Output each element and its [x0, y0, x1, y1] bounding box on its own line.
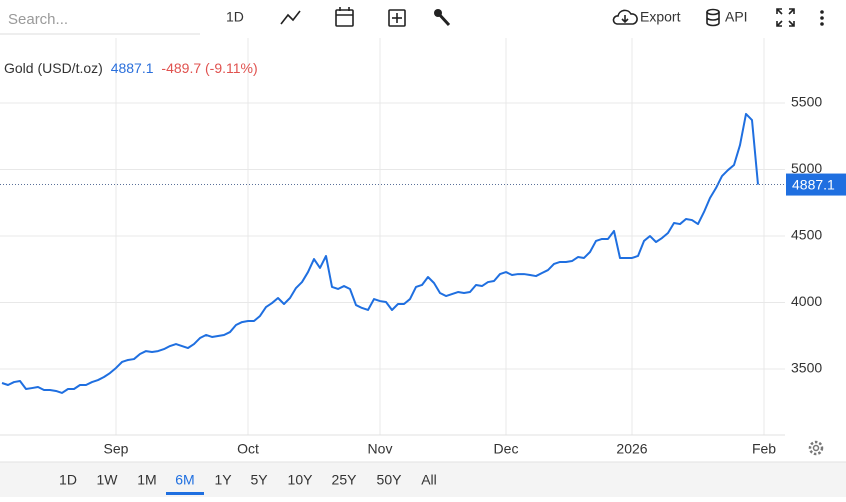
y-tick-label: 5000	[791, 160, 822, 176]
interval-button[interactable]: 1D	[226, 9, 244, 25]
x-tick-label: Nov	[368, 441, 393, 457]
last-value-tag	[786, 173, 846, 196]
export-button[interactable]: Export	[640, 9, 681, 25]
line-type-icon[interactable]	[280, 10, 301, 25]
x-tick-label: Oct	[237, 441, 259, 457]
range-button[interactable]: 1Y	[214, 472, 232, 488]
last-value: 4887.1	[111, 60, 154, 76]
range-selected-underline	[166, 492, 204, 495]
export-icon[interactable]	[612, 9, 638, 25]
settings-gear[interactable]	[808, 440, 824, 456]
api-icon[interactable]	[706, 8, 720, 27]
price-line	[1, 112, 759, 394]
range-button[interactable]: 1M	[137, 472, 156, 488]
y-tick-label: 3500	[791, 360, 822, 376]
menu-icon[interactable]	[820, 10, 824, 26]
range-button[interactable]: 1D	[59, 472, 77, 488]
x-tick-label: 2026	[616, 441, 647, 457]
y-tick-label: 4000	[791, 293, 822, 309]
fullscreen-icon[interactable]	[776, 8, 795, 27]
range-bar	[0, 462, 846, 497]
change: -489.7 (-9.11%)	[161, 60, 257, 76]
last-value-tag-label: 4887.1	[792, 176, 835, 192]
range-button[interactable]: 50Y	[377, 472, 403, 488]
chart-title: Gold (USD/t.oz)	[4, 60, 103, 76]
range-button[interactable]: 5Y	[250, 472, 268, 488]
x-tick-label: Dec	[494, 441, 519, 457]
chart-title-row: Gold (USD/t.oz) 4887.1 -489.7 (-9.11%)	[4, 60, 258, 76]
range-button[interactable]: 25Y	[332, 472, 358, 488]
range-button[interactable]: All	[421, 472, 437, 488]
y-tick-label: 4500	[791, 227, 822, 243]
settings-wrench-icon[interactable]	[434, 9, 451, 27]
api-button[interactable]: API	[725, 9, 748, 25]
search-box[interactable]: Search...	[8, 11, 68, 28]
x-tick-label: Sep	[104, 441, 129, 457]
y-tick-label: 5500	[791, 94, 822, 110]
range-button[interactable]: 1W	[97, 472, 119, 488]
range-button[interactable]: 10Y	[288, 472, 314, 488]
add-indicator-icon[interactable]	[388, 9, 406, 27]
range-button[interactable]: 6M	[175, 472, 194, 488]
calendar-icon[interactable]	[335, 7, 354, 27]
x-tick-label: Feb	[752, 441, 776, 457]
